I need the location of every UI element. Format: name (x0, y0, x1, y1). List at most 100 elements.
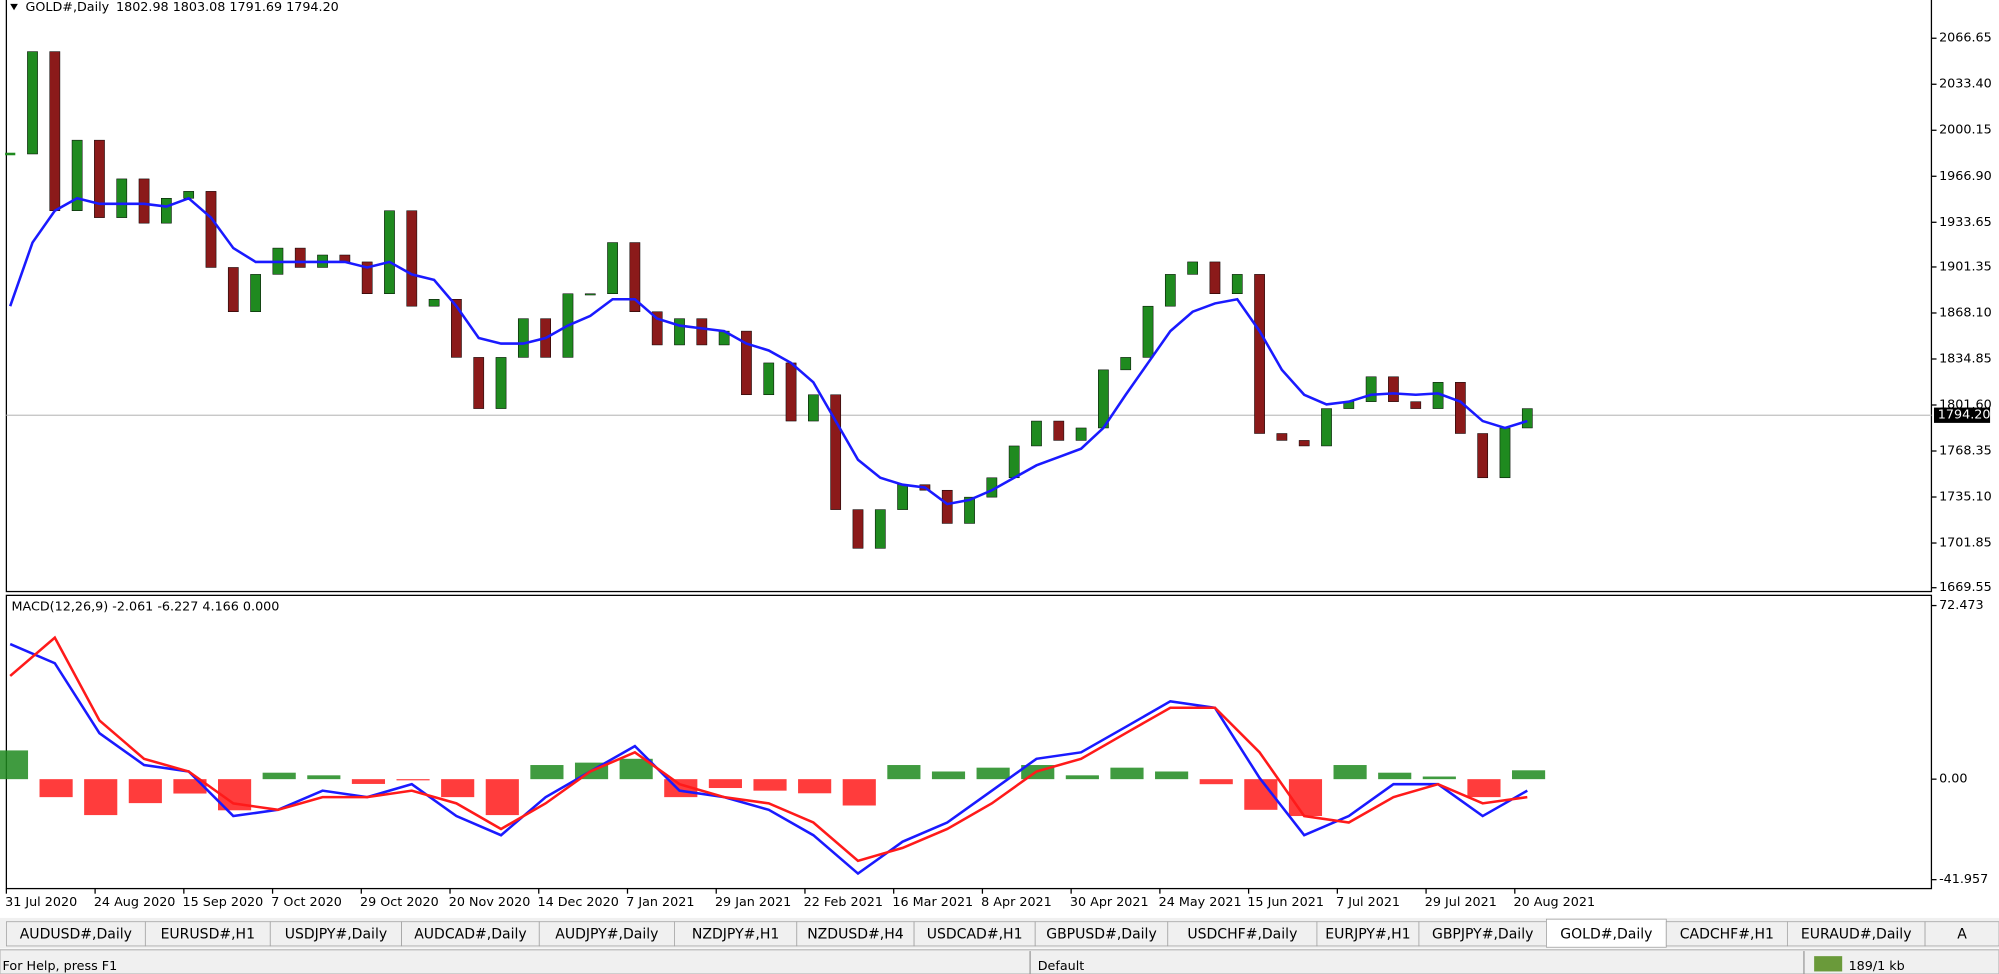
tab[interactable]: GOLD#,Daily (1546, 918, 1667, 948)
tab[interactable]: CADCHF#,H1 (1665, 921, 1788, 947)
price-label: 1834.85 (1939, 351, 1992, 366)
candle (1455, 382, 1466, 434)
status-profile: Default (1038, 959, 1085, 974)
quote: 1802.98 1803.08 1791.69 1794.20 (116, 0, 339, 15)
tab[interactable]: USDCAD#,H1 (913, 921, 1036, 947)
date-label: 29 Jul 2021 (1425, 895, 1497, 910)
histogram-bar (1155, 771, 1189, 780)
histogram-bar (976, 767, 1010, 780)
tab-label: EURJPY#,H1 (1325, 926, 1410, 942)
date-label: 7 Oct 2020 (271, 895, 342, 910)
price-label: 1933.65 (1939, 215, 1992, 230)
tab-label: A (1957, 926, 1967, 942)
histogram-bar (485, 779, 519, 816)
current-price-label: 1794.20 (1938, 408, 1991, 423)
candle (227, 267, 239, 312)
tab-bg (796, 921, 915, 947)
tab[interactable]: NZDUSD#,H4 (796, 921, 915, 947)
tab[interactable]: AUDUSD#,Daily (5, 921, 146, 947)
price-label: 1966.90 (1939, 169, 1992, 184)
candle (1142, 305, 1154, 358)
price-label: 1735.10 (1939, 490, 1992, 505)
date-label: 7 Jan 2021 (626, 895, 694, 910)
tab-label: EURUSD#,H1 (161, 926, 255, 942)
price-label: 2000.15 (1939, 123, 1992, 138)
candle (964, 496, 975, 524)
price-label: 1901.35 (1939, 259, 1992, 274)
candle (495, 357, 507, 409)
price-label: 1701.85 (1939, 536, 1992, 551)
traffic-icon (1814, 956, 1843, 972)
date-label: 29 Jan 2021 (715, 895, 791, 910)
tab-label: CADCHF#,H1 (1680, 926, 1774, 942)
tab-label: USDJPY#,Daily (285, 926, 387, 942)
histogram-bar (1065, 775, 1099, 780)
tab-bg (5, 921, 146, 947)
tab[interactable]: USDCHF#,Daily (1167, 921, 1318, 947)
histogram-bar (753, 779, 787, 791)
histogram-bar (798, 779, 832, 794)
histogram-bar (887, 765, 921, 780)
macd-tick-label: 0.00 (1939, 772, 1967, 787)
date-label: 15 Jun 2021 (1247, 895, 1324, 910)
candle (406, 210, 418, 307)
tab[interactable]: EURUSD#,H1 (144, 921, 271, 947)
candle (473, 357, 485, 409)
tab-label: NZDJPY#,H1 (692, 926, 779, 942)
candle (1276, 433, 1288, 441)
candle (1231, 274, 1243, 295)
menu-arrow[interactable] (10, 3, 18, 11)
tab[interactable]: GBPJPY#,Daily (1418, 921, 1547, 947)
status-traffic: 189/1 kb (1849, 959, 1905, 974)
candle (1298, 440, 1310, 447)
candle (629, 242, 641, 312)
candle (852, 509, 864, 549)
tab[interactable]: USDJPY#,Daily (269, 921, 402, 947)
candle (1410, 401, 1422, 409)
macd-tick-label: -41.957 (1939, 872, 1988, 887)
histogram-bar (842, 779, 876, 806)
tab-bg (144, 921, 271, 947)
candle (763, 362, 775, 396)
tab[interactable]: EURJPY#,H1 (1316, 921, 1420, 947)
candle (1008, 445, 1020, 479)
histogram-bar (1422, 776, 1456, 780)
tab-bg (401, 921, 540, 947)
candle (1098, 369, 1109, 429)
histogram-bar (262, 772, 296, 780)
date-label: 14 Dec 2020 (537, 895, 618, 910)
histogram-bar (619, 758, 653, 780)
candle (1120, 357, 1132, 371)
tab[interactable]: NZDJPY#,H1 (674, 921, 798, 947)
moving-average (8, 196, 1528, 506)
tab[interactable]: A (1924, 921, 1999, 947)
tab[interactable]: GBPUSD#,Daily (1034, 921, 1169, 947)
tab-label: GBPUSD#,Daily (1046, 926, 1157, 942)
candle (205, 191, 217, 268)
tab-label: GBPJPY#,Daily (1432, 926, 1533, 942)
candle (1499, 427, 1511, 479)
tab[interactable]: AUDJPY#,Daily (538, 921, 675, 947)
candle (1053, 420, 1065, 441)
candle (384, 210, 395, 295)
tab[interactable]: EURAUD#,Daily (1786, 921, 1926, 947)
histogram-bar (1511, 770, 1546, 780)
date-label: 22 Feb 2021 (804, 895, 883, 910)
histogram-bar (931, 771, 966, 780)
candle (94, 139, 105, 218)
candle (874, 509, 886, 549)
macd-signal (9, 635, 1528, 863)
histogram-bar (1467, 779, 1501, 798)
candle (49, 51, 61, 211)
symbol: GOLD#,Daily (25, 0, 109, 15)
histogram-bar (307, 775, 341, 780)
tab[interactable]: AUDCAD#,Daily (401, 921, 540, 947)
current-price-box (1933, 407, 1991, 423)
histogram-bar (1378, 772, 1412, 780)
tab-label: USDCAD#,H1 (927, 926, 1023, 942)
tab-label: AUDUSD#,Daily (20, 926, 132, 942)
candle (830, 394, 842, 510)
price-label: 2033.40 (1939, 77, 1992, 92)
